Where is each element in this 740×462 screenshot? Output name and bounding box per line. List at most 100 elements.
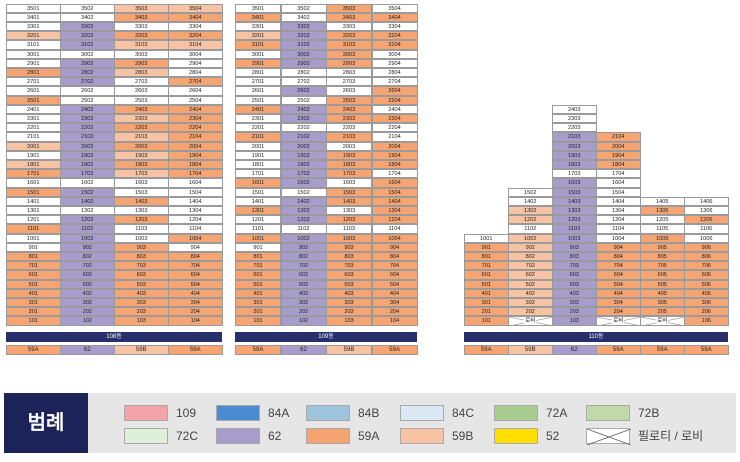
unit-cell: 2703 [326,77,372,87]
unit-cell: 206 [684,307,729,317]
legend: 범례 109 84A 84B 84C 72A 72B 72C 62 59A 59B 52 필로티 / … [4,393,736,453]
unit-cell: 3204 [371,31,418,41]
unit-cell: 504 [371,279,418,289]
unit-cell: 3504 [168,3,223,13]
unit-cell: 1903 [326,150,372,160]
unit-cell: 2704 [371,77,418,87]
unit-cell: 2802 [280,68,327,78]
unit-cell: 1103 [114,224,169,234]
unit-type-label: 59B [114,345,169,355]
unit-cell: 2801 [235,68,281,78]
unit-cell: 3103 [326,40,372,50]
unit-type-label: 59A [464,345,509,355]
unit-cell: 901 [464,242,509,252]
unit-cell: 3101 [6,40,61,50]
legend-swatch [124,428,168,444]
unit-type-label: 62 [60,345,115,355]
unit-cell: 2703 [114,77,169,87]
unit-cell: 703 [552,261,597,271]
unit-cell: 1804 [168,160,223,170]
unit-cell: 1304 [371,206,418,216]
unit-cell: 1301 [6,206,61,216]
unit-cell: 1303 [326,206,372,216]
unit-cell: 402 [280,288,327,298]
unit-cell: 302 [280,298,327,308]
unit-cell: 1106 [684,224,729,234]
unit-cell: 1604 [371,178,418,188]
unit-cell: 2204 [168,123,223,133]
pilotis-lobby-cell: 로비 [508,316,553,326]
unit-cell: 1104 [168,224,223,234]
unit-cell: 2004 [596,141,641,151]
unit-cell: 3403 [326,12,372,22]
unit-cell: 102 [60,316,115,326]
unit-cell: 701 [235,261,281,271]
unit-cell: 2002 [280,141,327,151]
unit-cell: 1904 [168,150,223,160]
unit-cell: 201 [235,307,281,317]
unit-cell: 1303 [552,206,597,216]
unit-cell: 403 [326,288,372,298]
unit-cell: 1004 [168,233,223,243]
unit-cell: 2301 [235,114,281,124]
unit-cell: 303 [114,298,169,308]
unit-cell: 1406 [684,196,729,206]
unit-cell: 501 [6,279,61,289]
unit-cell: 3003 [326,49,372,59]
unit-cell: 501 [235,279,281,289]
unit-cell: 505 [640,279,685,289]
unit-cell: 1501 [6,187,61,197]
unit-cell: 103 [114,316,169,326]
legend-label: 필로티 / 로비 [638,429,704,443]
unit-cell: 2904 [371,58,418,68]
unit-cell: 404 [371,288,418,298]
unit-cell: 2304 [371,114,418,124]
unit-cell: 1901 [235,150,281,160]
unit-cell: 1305 [640,206,685,216]
unit-cell: 2303 [552,114,597,124]
unit-cell: 2604 [168,86,223,96]
unit-cell: 805 [640,252,685,262]
unit-cell: 302 [508,298,553,308]
building-name-bar: 108동 [6,332,222,342]
unit-cell: 904 [168,242,223,252]
unit-cell: 1603 [326,178,372,188]
unit-cell: 704 [371,261,418,271]
unit-cell: 403 [114,288,169,298]
unit-cell: 604 [596,270,641,280]
unit-cell: 2803 [326,68,372,78]
unit-cell: 902 [280,242,327,252]
unit-cell: 1304 [596,206,641,216]
unit-cell: 501 [464,279,509,289]
unit-type-label: 59A [596,345,641,355]
unit-cell: 1404 [596,196,641,206]
unit-cell: 1701 [6,169,61,179]
unit-cell: 2601 [235,86,281,96]
unit-cell: 1704 [596,169,641,179]
unit-cell: 1503 [114,187,169,197]
unit-cell: 601 [464,270,509,280]
unit-cell: 201 [6,307,61,317]
unit-cell: 204 [168,307,223,317]
unit-cell: 2603 [114,86,169,96]
unit-cell: 904 [596,242,641,252]
unit-cell: 2801 [6,68,61,78]
unit-cell: 3102 [280,40,327,50]
unit-cell: 2103 [326,132,372,142]
unit-cell: 702 [60,261,115,271]
unit-cell: 2002 [60,141,115,151]
unit-cell: 2901 [6,58,61,68]
unit-cell: 101 [235,316,281,326]
unit-cell: 1003 [552,233,597,243]
unit-cell: 1503 [326,187,372,197]
unit-cell: 401 [235,288,281,298]
unit-cell: 704 [168,261,223,271]
unit-cell: 2603 [326,86,372,96]
unit-cell: 2503 [114,95,169,105]
unit-type-label: 59B [508,345,553,355]
unit-cell: 703 [114,261,169,271]
unit-cell: 3404 [371,12,418,22]
unit-cell: 101 [464,316,509,326]
unit-cell: 404 [596,288,641,298]
unit-cell: 2201 [6,123,61,133]
